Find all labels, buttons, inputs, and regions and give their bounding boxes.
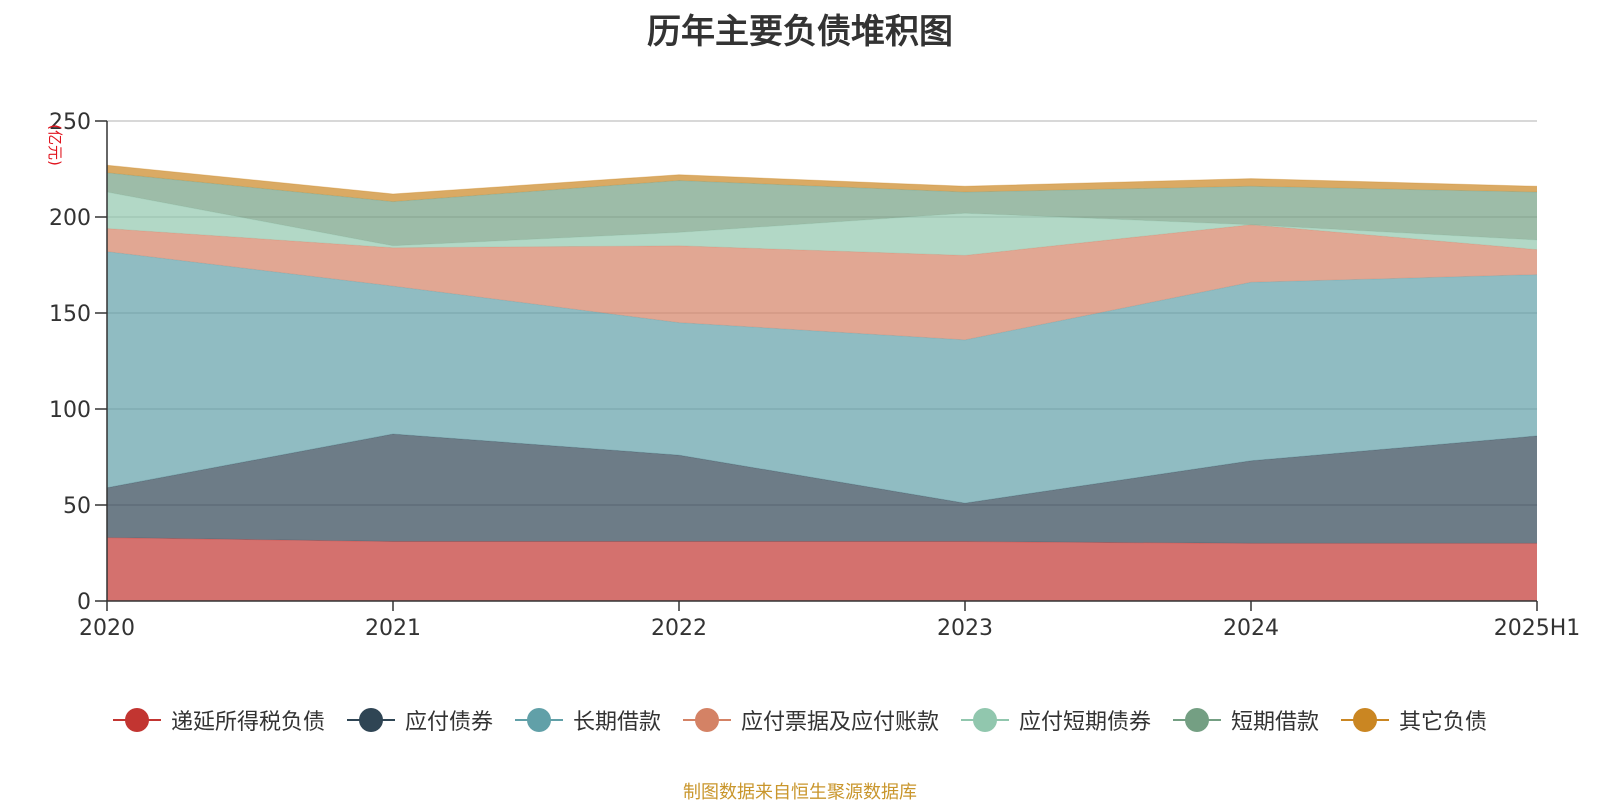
legend-label: 短期借款 <box>1231 710 1320 735</box>
legend-item[interactable]: 短期借款 <box>1173 704 1319 736</box>
y-tick-label: 0 <box>77 590 91 615</box>
legend-label: 应付债券 <box>404 710 493 735</box>
y-axis-unit-label: (亿元) <box>46 124 64 166</box>
legend-marker-icon <box>1341 708 1390 732</box>
area-layer <box>106 164 1538 601</box>
legend-marker-icon <box>346 708 395 732</box>
x-tick-label: 2025H1 <box>1494 616 1581 641</box>
area-series-2 <box>107 251 1537 504</box>
stacked-area-chart: 0 50 100 150 200 250 2020 2021 2022 2023 2024 2025H… <box>46 110 1580 641</box>
legend-item[interactable]: 长期借款 <box>514 704 661 736</box>
chart-legend: 递延所得税负债 应付债券 长期借款 应付票据及应付账款 应付短期债券 短期借款 其它负债 <box>0 704 1600 736</box>
legend-marker-icon <box>1173 708 1222 732</box>
y-tick-label: 150 <box>49 302 91 327</box>
axis-layer: 0 50 100 150 200 250 2020 2021 2022 2023 2024 2025H… <box>49 110 1580 641</box>
area-series-4 <box>107 192 1537 256</box>
legend-label: 应付票据及应付账款 <box>740 710 939 735</box>
area-series-6 <box>107 165 1537 202</box>
legend-label: 应付短期债券 <box>1019 710 1152 735</box>
y-tick-label: 250 <box>49 110 91 135</box>
legend-marker-icon <box>112 708 161 732</box>
legend-label: 其它负债 <box>1399 710 1488 735</box>
legend-marker-icon <box>961 708 1009 732</box>
area-series-line-6 <box>106 164 1538 195</box>
legend-item[interactable]: 其它负债 <box>1341 704 1487 736</box>
x-tick-label: 2023 <box>937 616 993 641</box>
area-series-1 <box>107 434 1537 544</box>
y-tick-label: 200 <box>49 206 91 231</box>
legend-label: 递延所得税负债 <box>170 710 325 735</box>
chart-title: 历年主要负债堆积图 <box>647 12 953 52</box>
legend-item[interactable]: 应付票据及应付账款 <box>682 704 939 736</box>
area-series-0 <box>107 537 1537 601</box>
y-tick-label: 100 <box>49 398 91 423</box>
x-tick-label: 2022 <box>651 616 707 641</box>
x-tick-label: 2020 <box>79 616 135 641</box>
y-tick-label: 50 <box>63 494 91 519</box>
x-tick-label: 2021 <box>365 616 421 641</box>
legend-item[interactable]: 应付短期债券 <box>961 704 1151 736</box>
data-source-note: 制图数据来自恒生聚源数据库 <box>683 782 917 803</box>
legend-marker-icon <box>682 708 731 732</box>
area-series-line-3 <box>106 224 1538 256</box>
legend-item[interactable]: 应付债券 <box>346 704 493 736</box>
area-series-3 <box>107 224 1537 340</box>
area-series-5 <box>107 172 1537 246</box>
legend-item[interactable]: 递延所得税负债 <box>112 704 325 736</box>
legend-label: 长期借款 <box>572 710 661 735</box>
legend-marker-icon <box>514 708 563 732</box>
x-tick-label: 2024 <box>1223 616 1279 641</box>
